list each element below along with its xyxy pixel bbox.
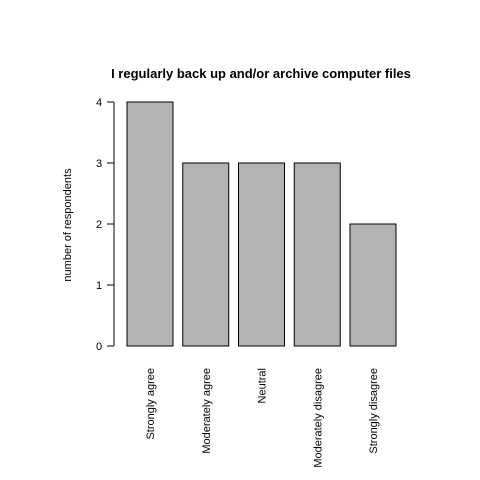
category-label-4: Strongly disagree [368,368,380,454]
category-label-1: Moderately agree [201,368,213,454]
y-tick-label-3: 3 [96,158,102,170]
bar-2 [238,162,285,347]
bars-group [126,101,397,347]
chart-title: I regularly back up and/or archive compu… [111,66,411,81]
category-label-3: Moderately disagree [312,368,324,468]
y-tick-label-1: 1 [96,280,102,292]
category-label-0: Strongly agree [145,368,157,440]
category-labels: Strongly agree Moderately agree Neutral Mod… [145,368,380,468]
y-axis: 0 1 2 3 4 [96,97,115,353]
y-tick-label-4: 4 [96,97,102,109]
y-tick-label-2: 2 [96,219,102,231]
bar-1 [182,162,230,347]
y-axis-label: number of respondents [62,168,74,282]
bar-4 [349,223,397,347]
y-tick-label-0: 0 [96,341,102,353]
bar-0 [126,101,174,347]
category-label-2: Neutral [257,368,269,403]
bar-3 [293,162,341,347]
